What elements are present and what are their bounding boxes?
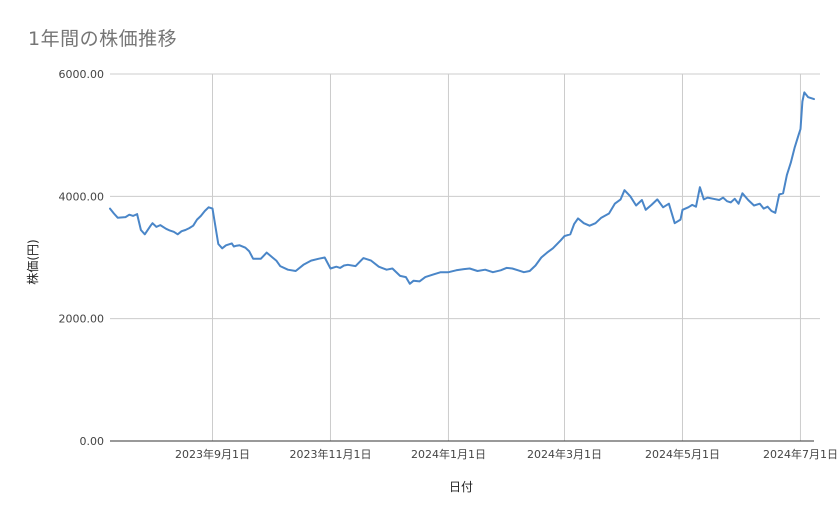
grid-layer <box>110 73 820 441</box>
y-tick-label: 6000.00 <box>59 68 105 81</box>
x-tick-label: 2023年9月1日 <box>175 447 250 461</box>
x-tick-label: 2023年11月1日 <box>289 447 371 461</box>
series-line <box>109 91 815 285</box>
chart-title: 1年間の株価推移 <box>28 28 178 50</box>
y-axis-label: 株価(円) <box>25 239 40 284</box>
y-tick-label: 2000.00 <box>59 313 105 326</box>
x-axis-label: 日付 <box>449 480 473 494</box>
x-tick-label: 2024年1月1日 <box>411 447 486 461</box>
x-tick-label: 2024年5月1日 <box>645 447 720 461</box>
x-tick-label: 2024年3月1日 <box>527 447 602 461</box>
y-tick-label: 4000.00 <box>59 190 105 203</box>
x-tick-label: 2024年7月1日 <box>763 447 838 461</box>
axis-layer: 0.00 2000.00 4000.00 6000.00 2023年9月1日 2023年1… <box>59 68 838 461</box>
series-layer <box>109 91 815 285</box>
y-tick-label: 0.00 <box>80 435 105 448</box>
